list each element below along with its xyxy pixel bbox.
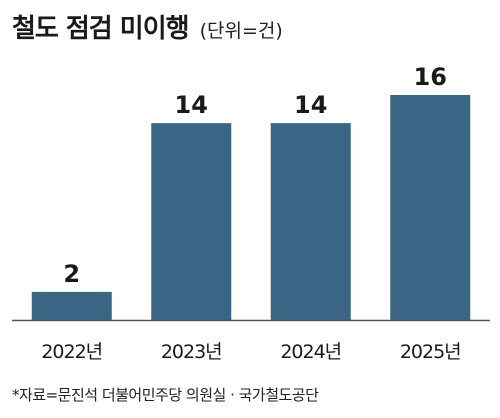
unit-label: (단위=건) xyxy=(199,20,283,42)
title-row: 철도 점검 미이행 (단위=건) xyxy=(12,8,283,45)
x-tick-label-0: 2022년 xyxy=(41,341,102,363)
bar-0 xyxy=(31,291,112,320)
bar-1 xyxy=(151,123,232,320)
x-tick-label-3: 2025년 xyxy=(400,341,461,363)
bar-2 xyxy=(270,123,351,320)
x-tick-label-1: 2023년 xyxy=(161,341,222,363)
data-label-1: 14 xyxy=(175,91,208,119)
source-note: *자료=문진석 더불어민주당 의원실 · 국가철도공단 xyxy=(12,386,319,404)
data-label-0: 2 xyxy=(63,260,80,288)
bar-3 xyxy=(390,95,471,320)
chart-title: 철도 점검 미이행 xyxy=(12,14,190,44)
x-tick-label-2: 2024년 xyxy=(280,341,341,363)
data-label-2: 14 xyxy=(294,91,327,119)
data-label-3: 16 xyxy=(414,63,447,91)
